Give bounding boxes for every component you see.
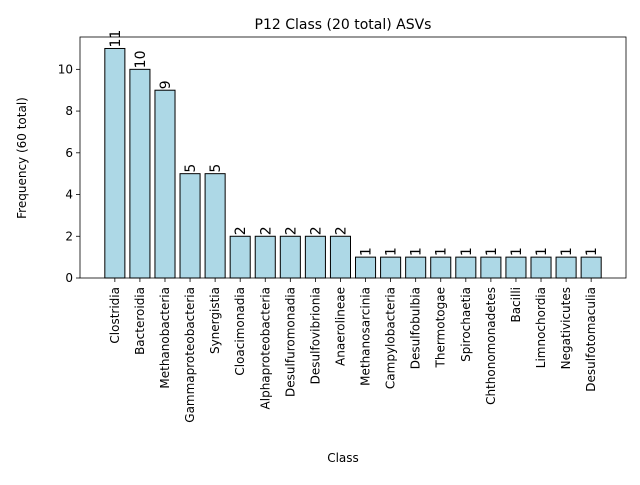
x-tick-label-18: Negativicutes [559, 287, 573, 369]
x-tick-label-19: Desulfotomaculia [584, 287, 598, 392]
bar-value-label-7: 2 [283, 226, 299, 235]
x-tick-label-0: Clostridia [108, 287, 122, 344]
y-tick-label-3: 6 [65, 146, 73, 160]
x-tick-label-11: Campylobacteria [384, 287, 398, 389]
bar-value-label-6: 2 [258, 226, 274, 235]
x-tick-label-9: Anaerolineae [333, 287, 347, 366]
y-tick-label-5: 10 [58, 62, 73, 76]
bar-7 [279, 235, 301, 279]
bar-0 [104, 47, 126, 279]
bar-value-label-17: 1 [534, 247, 550, 256]
chart-title: P12 Class (20 total) ASVs [255, 17, 432, 33]
y-tick-label-2: 4 [65, 188, 73, 202]
bar-value-label-2: 9 [158, 80, 174, 89]
bar-value-label-14: 1 [459, 247, 475, 256]
bar-value-label-0: 11 [108, 30, 124, 48]
y-tick-label-0: 0 [65, 271, 73, 285]
x-tick-label-8: Desulfovibrionia [308, 287, 322, 384]
bar-value-label-11: 1 [384, 247, 400, 256]
bar-18 [555, 256, 577, 279]
y-tick-label-4: 8 [65, 104, 73, 118]
bar-15 [480, 256, 502, 279]
bar-value-label-15: 1 [484, 247, 500, 256]
x-tick-label-2: Methanobacteria [158, 287, 172, 389]
bar-16 [505, 256, 527, 279]
bar-value-label-4: 5 [208, 164, 224, 173]
plot-frame [79, 36, 627, 279]
bar-17 [530, 256, 552, 279]
x-axis-label: Class [327, 451, 359, 465]
bar-value-label-9: 2 [333, 226, 349, 235]
bar-value-label-1: 10 [133, 51, 149, 69]
x-tick-label-4: Synergistia [208, 287, 222, 354]
bar-value-label-12: 1 [409, 247, 425, 256]
bar-6 [254, 235, 276, 279]
x-tick-label-12: Desulfobulbia [409, 287, 423, 369]
bar-2 [154, 89, 176, 279]
x-tick-label-14: Spirochaetia [459, 287, 473, 362]
bar-value-label-3: 5 [183, 164, 199, 173]
bar-value-label-19: 1 [584, 247, 600, 256]
bar-11 [380, 256, 402, 279]
x-tick-label-1: Bacteroidia [133, 287, 147, 355]
x-tick-label-15: Chthonomonadetes [484, 287, 498, 405]
bar-value-label-18: 1 [559, 247, 575, 256]
bar-value-label-13: 1 [434, 247, 450, 256]
x-tick-label-13: Thermotogae [434, 287, 448, 368]
x-tick-label-5: Cloacimonadia [233, 287, 247, 376]
bar-8 [304, 235, 326, 279]
bar-13 [430, 256, 452, 279]
x-tick-label-7: Desulfuromonadia [283, 287, 297, 397]
bar-19 [580, 256, 602, 279]
axes: Clostridia Bacteroidia Methanobacteria Gamm… [58, 36, 627, 423]
x-tick-label-10: Methanosarcinia [359, 287, 373, 386]
bar-value-label-5: 2 [233, 226, 249, 235]
x-tick-label-16: Bacilli [509, 287, 523, 323]
bar-value-label-8: 2 [308, 226, 324, 235]
bar-value-label-16: 1 [509, 247, 525, 256]
bar-5 [229, 235, 251, 279]
y-axis-label: Frequency (60 total) [15, 97, 29, 219]
bar-1 [129, 68, 151, 279]
bar-12 [405, 256, 427, 279]
bar-4 [204, 173, 226, 279]
x-tick-label-3: Gammaproteobacteria [183, 287, 197, 423]
bar-14 [455, 256, 477, 279]
bar-10 [355, 256, 377, 279]
y-tick-label-1: 2 [65, 229, 73, 243]
x-tick-label-17: Limnochordia [534, 287, 548, 368]
bar-9 [329, 235, 352, 279]
x-tick-label-6: Alphaproteobacteria [258, 287, 272, 409]
bar-3 [179, 173, 201, 279]
bar-value-label-10: 1 [359, 247, 375, 256]
